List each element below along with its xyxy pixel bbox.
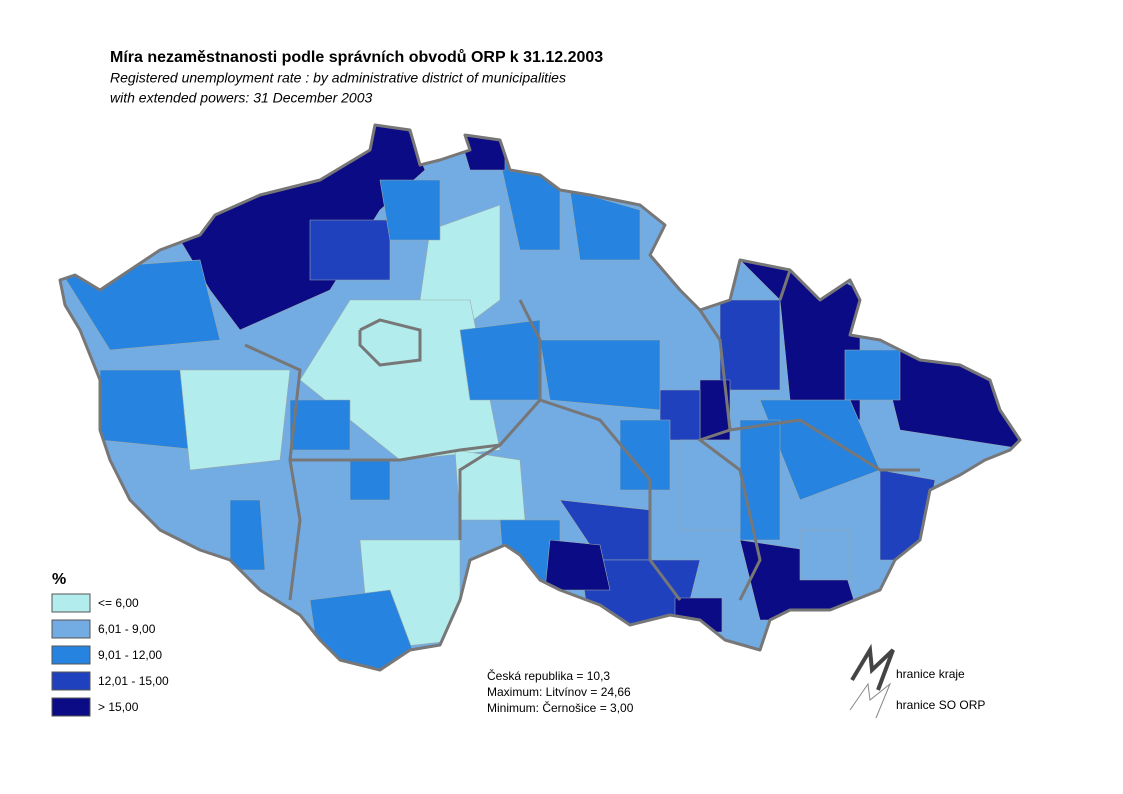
legend-swatch — [51, 593, 91, 613]
country-border — [58, 123, 1022, 672]
region — [539, 339, 661, 411]
region — [799, 529, 851, 581]
region — [379, 179, 441, 241]
region — [619, 419, 671, 491]
region — [309, 219, 391, 281]
legend-label: > 15,00 — [98, 700, 139, 714]
kraj-symbol — [850, 643, 895, 691]
legend-label: 6,01 - 9,00 — [98, 622, 156, 636]
region — [289, 399, 351, 451]
subtitle: with extended powers: 31 December 2003 — [110, 90, 372, 106]
region — [569, 189, 641, 261]
legend-swatch — [51, 697, 91, 717]
region — [679, 439, 741, 531]
boundary-label: hranice SO ORP — [896, 698, 985, 712]
region — [719, 299, 781, 391]
legend-label: <= 6,00 — [98, 596, 139, 610]
region — [844, 349, 901, 401]
region — [179, 369, 291, 471]
legend-label: 12,01 - 15,00 — [98, 674, 169, 688]
region — [544, 539, 611, 591]
legend-title: % — [52, 571, 66, 588]
region — [454, 449, 526, 521]
legend-label: 9,01 - 12,00 — [98, 648, 162, 662]
stat: Maximum: Litvínov = 24,66 — [487, 685, 631, 699]
legend-swatch — [51, 645, 91, 665]
kraj-borders — [244, 269, 920, 601]
region — [229, 499, 266, 571]
region — [739, 419, 781, 541]
subtitle: Registered unemployment rate : by admini… — [110, 70, 566, 86]
legend-swatch — [51, 619, 91, 639]
title: Míra nezaměstnanosti podle správních obv… — [110, 49, 603, 66]
boundary-label: hranice kraje — [896, 667, 965, 681]
region — [459, 319, 541, 401]
legend-swatch — [51, 671, 91, 691]
region — [349, 459, 391, 501]
stat: Minimum: Černošice = 3,00 — [487, 700, 634, 715]
stat: Česká republika = 10,3 — [487, 668, 610, 683]
orp-symbol — [849, 682, 892, 719]
region — [674, 597, 723, 633]
region — [879, 469, 936, 561]
